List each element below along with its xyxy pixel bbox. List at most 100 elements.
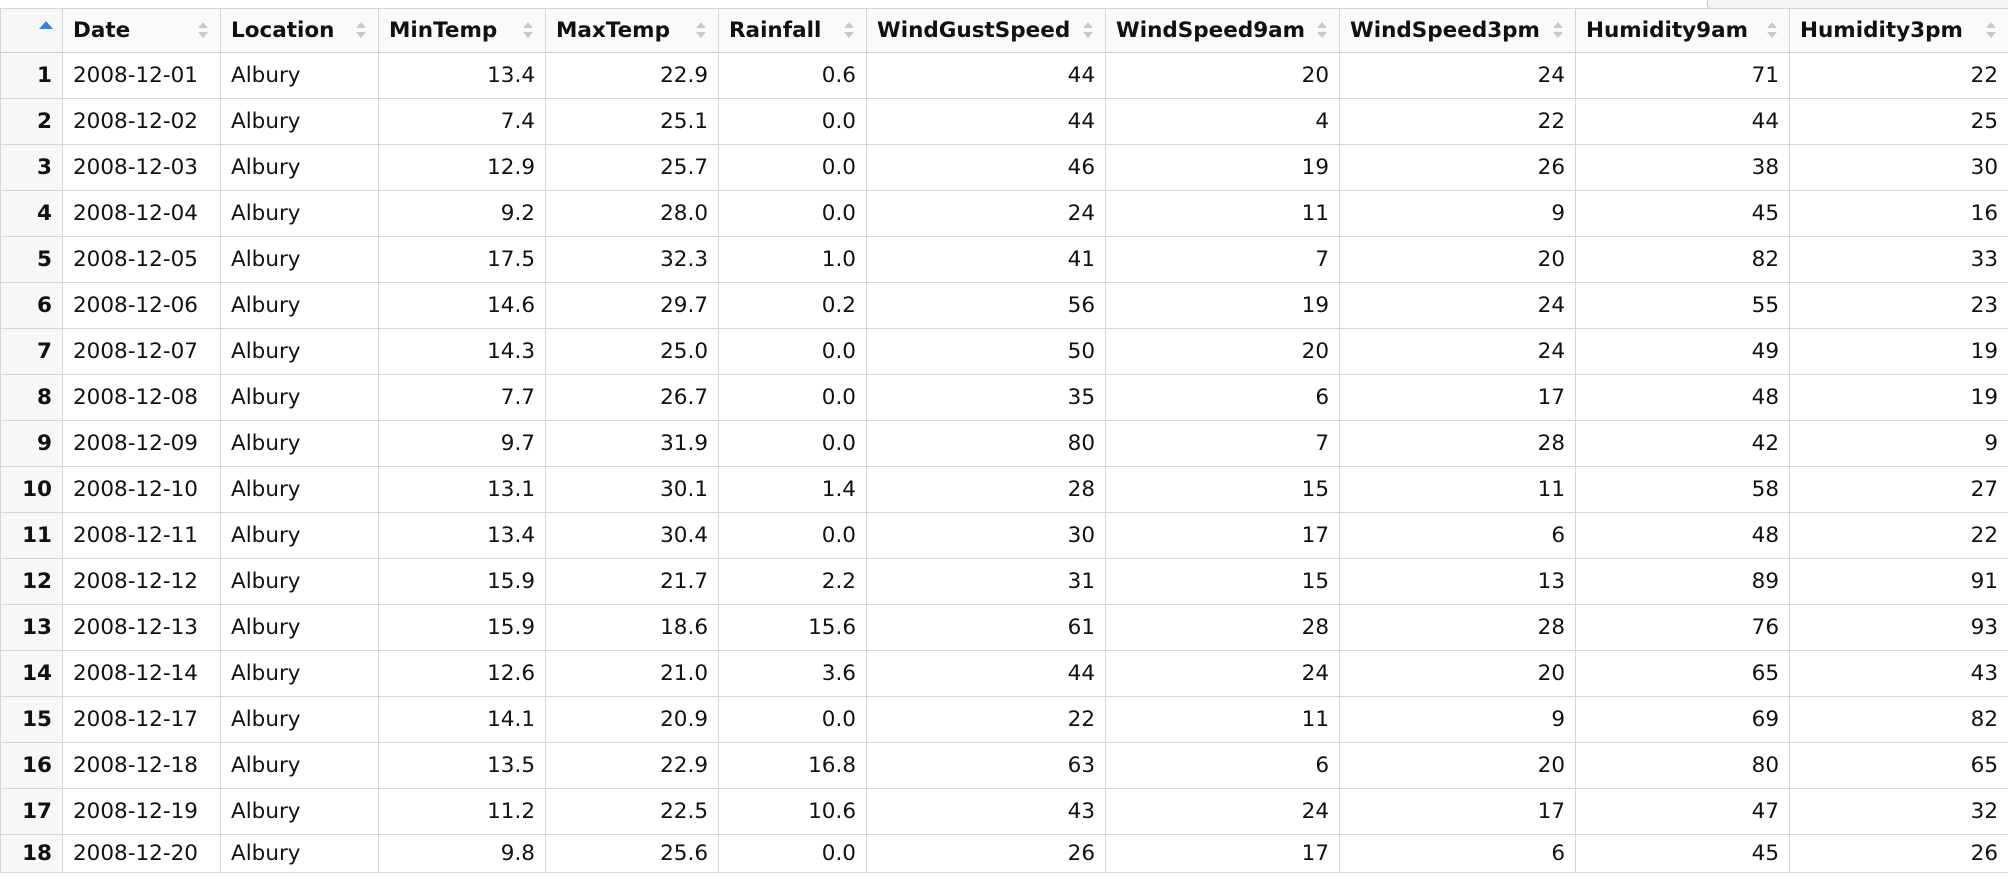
cell-rainfall: 0.0: [718, 98, 867, 145]
cell-windspeed3pm: 6: [1339, 834, 1576, 873]
cell-rainfall: 0.0: [718, 834, 867, 873]
sort-icon[interactable]: [844, 21, 854, 41]
column-header-label: Location: [231, 18, 335, 43]
table-row[interactable]: 8 2008-12-08 Albury 7.7 26.7 0.0 35 6 17 48 19: [0, 374, 2008, 421]
cell-windspeed3pm: 9: [1339, 190, 1576, 237]
column-header-label: Humidity9am: [1586, 18, 1748, 43]
table-row[interactable]: 10 2008-12-10 Albury 13.1 30.1 1.4 28 15 11 58 27: [0, 466, 2008, 513]
sort-icon[interactable]: [696, 21, 706, 41]
cell-maxtemp: 25.6: [545, 834, 719, 873]
cell-humidity9am: 38: [1575, 144, 1790, 191]
cell-location: Albury: [220, 236, 379, 283]
column-header-humidity3pm[interactable]: Humidity3pm: [1789, 8, 2008, 53]
row-number: 9: [0, 420, 63, 467]
row-number-header[interactable]: [0, 8, 63, 53]
column-header-label: Rainfall: [729, 18, 822, 43]
cell-humidity3pm: 22: [1789, 52, 2008, 99]
column-header-rainfall[interactable]: Rainfall: [718, 8, 867, 53]
cell-windspeed3pm: 17: [1339, 788, 1576, 835]
cell-humidity3pm: 22: [1789, 512, 2008, 559]
cell-windgustspeed: 30: [866, 512, 1106, 559]
table-row[interactable]: 13 2008-12-13 Albury 15.9 18.6 15.6 61 28 28 76 93: [0, 604, 2008, 651]
cell-humidity9am: 48: [1575, 374, 1790, 421]
sort-icon[interactable]: [1083, 21, 1093, 41]
cell-mintemp: 13.4: [378, 52, 546, 99]
sort-icon[interactable]: [1767, 21, 1777, 41]
cell-date: 2008-12-19: [62, 788, 221, 835]
cell-mintemp: 14.3: [378, 328, 546, 375]
row-number: 11: [0, 512, 63, 559]
cell-mintemp: 12.9: [378, 144, 546, 191]
cell-maxtemp: 22.5: [545, 788, 719, 835]
sort-icon[interactable]: [1553, 21, 1563, 41]
column-header-location[interactable]: Location: [220, 8, 379, 53]
table-row[interactable]: 14 2008-12-14 Albury 12.6 21.0 3.6 44 24 20 65 43: [0, 650, 2008, 697]
cell-date: 2008-12-12: [62, 558, 221, 605]
cell-windspeed9am: 6: [1105, 374, 1340, 421]
cell-maxtemp: 30.4: [545, 512, 719, 559]
table-row[interactable]: 1 2008-12-01 Albury 13.4 22.9 0.6 44 20 24 71 22: [0, 52, 2008, 99]
cell-windspeed9am: 11: [1105, 190, 1340, 237]
sort-icon[interactable]: [1986, 21, 1996, 41]
cell-location: Albury: [220, 512, 379, 559]
table-row[interactable]: 2 2008-12-02 Albury 7.4 25.1 0.0 44 4 22 44 25: [0, 98, 2008, 145]
cell-mintemp: 9.7: [378, 420, 546, 467]
cell-windspeed9am: 20: [1105, 52, 1340, 99]
table-row[interactable]: 5 2008-12-05 Albury 17.5 32.3 1.0 41 7 20 82 33: [0, 236, 2008, 283]
column-header-date[interactable]: Date: [62, 8, 221, 53]
cell-date: 2008-12-17: [62, 696, 221, 743]
column-header-windspeed3pm[interactable]: WindSpeed3pm: [1339, 8, 1576, 53]
cell-windspeed3pm: 13: [1339, 558, 1576, 605]
sort-icon[interactable]: [523, 21, 533, 41]
cell-location: Albury: [220, 558, 379, 605]
cell-windspeed3pm: 6: [1339, 512, 1576, 559]
cell-mintemp: 7.4: [378, 98, 546, 145]
column-header-mintemp[interactable]: MinTemp: [378, 8, 546, 53]
cell-rainfall: 0.0: [718, 696, 867, 743]
cell-rainfall: 0.0: [718, 374, 867, 421]
cell-windspeed3pm: 24: [1339, 282, 1576, 329]
cell-location: Albury: [220, 788, 379, 835]
column-header-windgustspeed[interactable]: WindGustSpeed: [866, 8, 1106, 53]
header-row: Date Location MinTemp MaxTemp Rainfall WindGu…: [0, 8, 2008, 53]
table-row[interactable]: 17 2008-12-19 Albury 11.2 22.5 10.6 43 24 17 47 32: [0, 788, 2008, 835]
row-number: 1: [0, 52, 63, 99]
table-row[interactable]: 11 2008-12-11 Albury 13.4 30.4 0.0 30 17 6 48 22: [0, 512, 2008, 559]
cell-humidity9am: 42: [1575, 420, 1790, 467]
cell-maxtemp: 22.9: [545, 742, 719, 789]
data-table: Date Location MinTemp MaxTemp Rainfall WindGu…: [0, 8, 2008, 873]
table-row[interactable]: 16 2008-12-18 Albury 13.5 22.9 16.8 63 6 20 80 65: [0, 742, 2008, 789]
row-number: 18: [0, 834, 63, 873]
cell-humidity9am: 69: [1575, 696, 1790, 743]
column-header-maxtemp[interactable]: MaxTemp: [545, 8, 719, 53]
table-row[interactable]: 12 2008-12-12 Albury 15.9 21.7 2.2 31 15 13 89 91: [0, 558, 2008, 605]
table-row[interactable]: 6 2008-12-06 Albury 14.6 29.7 0.2 56 19 24 55 23: [0, 282, 2008, 329]
cell-date: 2008-12-04: [62, 190, 221, 237]
column-header-humidity9am[interactable]: Humidity9am: [1575, 8, 1790, 53]
cell-windspeed9am: 7: [1105, 236, 1340, 283]
cell-windgustspeed: 41: [866, 236, 1106, 283]
cell-windgustspeed: 44: [866, 650, 1106, 697]
cell-maxtemp: 21.7: [545, 558, 719, 605]
cell-mintemp: 15.9: [378, 604, 546, 651]
cell-rainfall: 0.6: [718, 52, 867, 99]
cell-humidity3pm: 9: [1789, 420, 2008, 467]
column-header-windspeed9am[interactable]: WindSpeed9am: [1105, 8, 1340, 53]
table-row[interactable]: 18 2008-12-20 Albury 9.8 25.6 0.0 26 17 6 45 26: [0, 834, 2008, 873]
sort-ascending-icon[interactable]: [39, 21, 53, 29]
table-row[interactable]: 7 2008-12-07 Albury 14.3 25.0 0.0 50 20 24 49 19: [0, 328, 2008, 375]
cell-windgustspeed: 44: [866, 52, 1106, 99]
row-number: 6: [0, 282, 63, 329]
table-row[interactable]: 9 2008-12-09 Albury 9.7 31.9 0.0 80 7 28 42 9: [0, 420, 2008, 467]
sort-icon[interactable]: [1317, 21, 1327, 41]
sort-icon[interactable]: [356, 21, 366, 41]
table-row[interactable]: 15 2008-12-17 Albury 14.1 20.9 0.0 22 11 9 69 82: [0, 696, 2008, 743]
table-row[interactable]: 4 2008-12-04 Albury 9.2 28.0 0.0 24 11 9 45 16: [0, 190, 2008, 237]
cell-windspeed9am: 6: [1105, 742, 1340, 789]
column-header-label: MinTemp: [389, 18, 498, 43]
cell-date: 2008-12-06: [62, 282, 221, 329]
sort-icon[interactable]: [198, 21, 208, 41]
table-row[interactable]: 3 2008-12-03 Albury 12.9 25.7 0.0 46 19 26 38 30: [0, 144, 2008, 191]
column-header-label: MaxTemp: [556, 18, 670, 43]
row-number: 17: [0, 788, 63, 835]
